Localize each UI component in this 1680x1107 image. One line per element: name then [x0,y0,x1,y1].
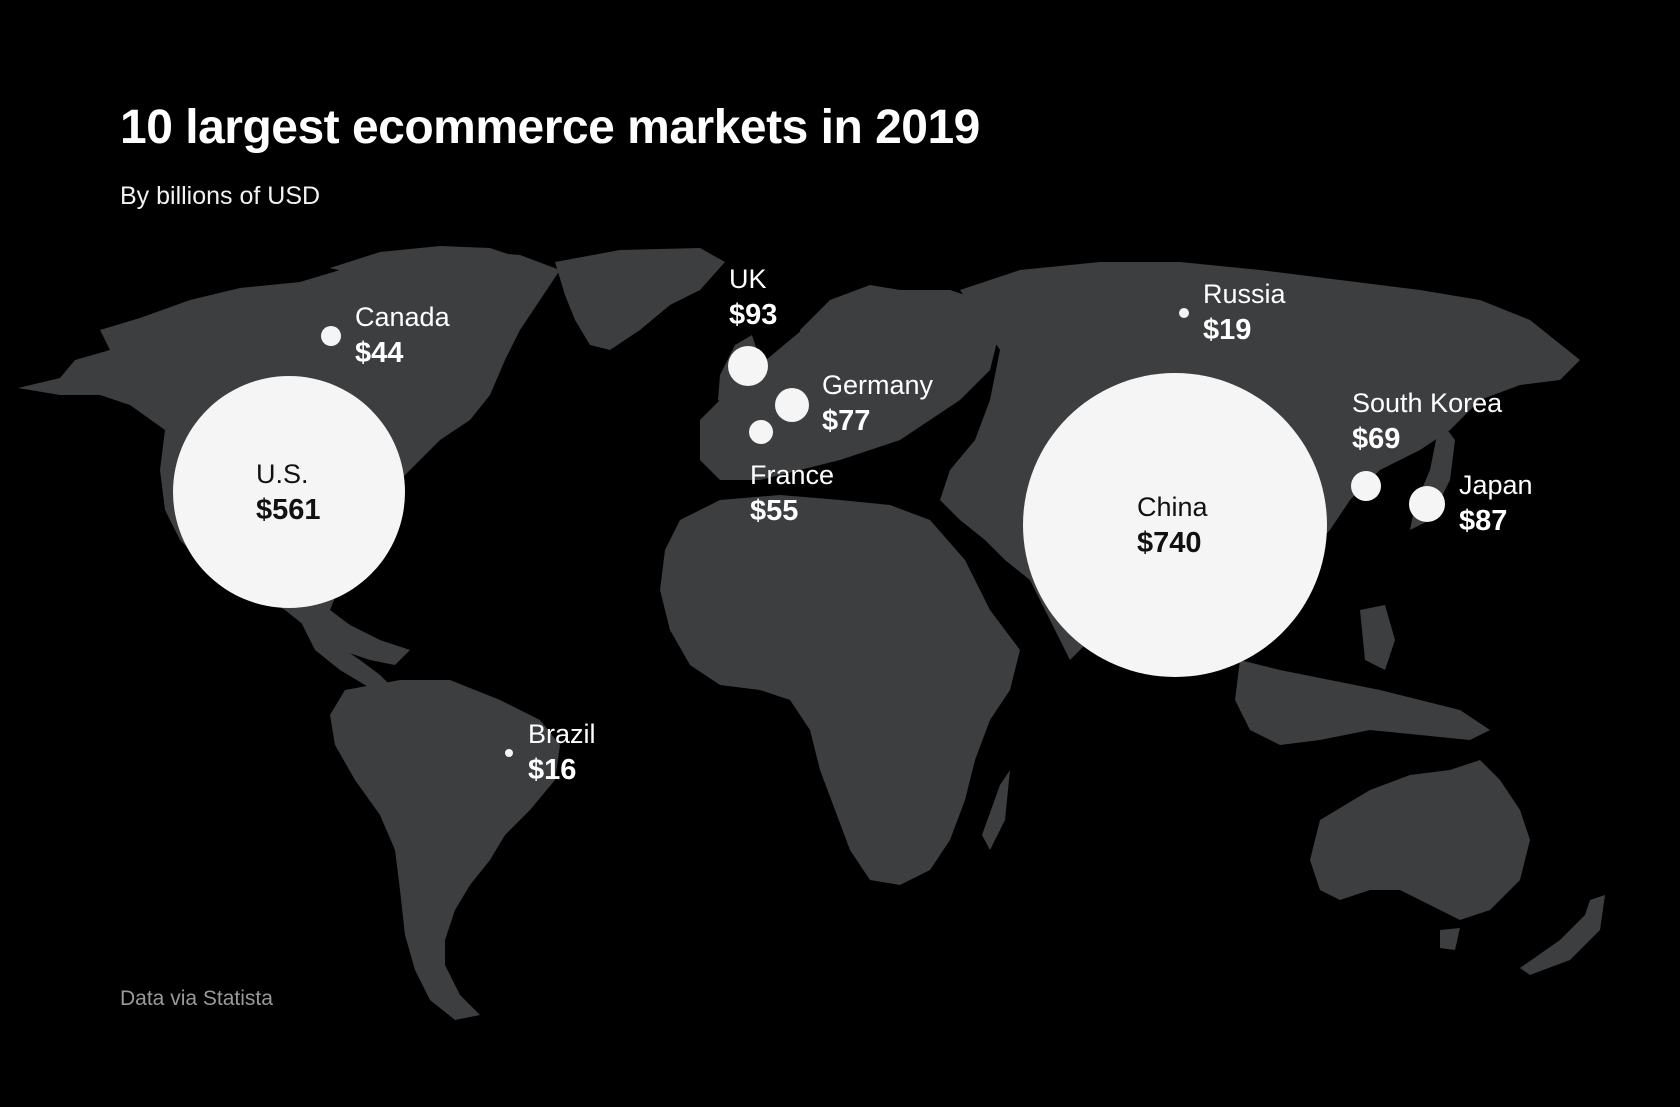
madagascar-landmass [982,770,1010,850]
label-uk: UK $93 [729,266,777,330]
data-source-note: Data via Statista [120,987,273,1010]
label-uk-value: $93 [729,299,778,331]
label-south-korea: South Korea $69 [1352,390,1502,454]
market-bubbles [173,308,1445,757]
label-germany-value: $77 [822,405,871,437]
label-brazil: Brazil $16 [528,721,596,785]
label-us-name: U.S. [256,459,309,489]
label-russia: Russia $19 [1203,281,1286,345]
tasmania-landmass [1440,928,1460,950]
label-us: U.S. $561 [256,461,321,525]
label-china-name: China [1137,492,1208,522]
label-south-korea-name: South Korea [1352,388,1503,418]
label-germany-name: Germany [822,370,934,400]
label-france-name: France [750,460,835,490]
label-france-value: $55 [750,495,799,527]
bubble-france[interactable] [749,420,773,444]
label-russia-name: Russia [1203,279,1286,309]
label-germany: Germany $77 [822,372,933,436]
central-america-landmass [300,620,395,695]
land-masses [18,246,1605,1020]
label-japan-value: $87 [1459,505,1508,537]
south-america-landmass [330,680,560,1020]
africa-landmass [660,495,1020,885]
label-canada-value: $44 [355,337,404,369]
bubble-germany[interactable] [775,388,809,422]
label-russia-value: $19 [1203,314,1252,346]
bubble-canada[interactable] [321,326,341,346]
label-us-value: $561 [256,494,321,526]
label-canada: Canada $44 [355,304,450,368]
new-zealand-landmass [1520,895,1605,975]
europe-landmass [700,290,1000,480]
chart-subtitle: By billions of USD [120,182,321,210]
label-china: China $740 [1137,494,1208,558]
chart-title: 10 largest ecommerce markets in 2019 [120,101,980,154]
bubble-japan[interactable] [1409,486,1445,522]
scandinavia-landmass [800,285,900,395]
label-brazil-name: Brazil [528,719,596,749]
label-uk-name: UK [729,264,767,294]
southeast-asia-islands-landmass [1235,660,1490,745]
label-japan: Japan $87 [1459,472,1533,536]
bubble-brazil[interactable] [505,749,513,757]
bubble-china[interactable] [1023,373,1327,677]
bubble-us[interactable] [173,376,405,608]
label-japan-name: Japan [1459,470,1533,500]
label-south-korea-value: $69 [1352,423,1401,455]
label-canada-name: Canada [355,302,450,332]
australia-landmass [1310,760,1530,920]
philippines-landmass [1360,605,1395,670]
label-china-value: $740 [1137,527,1202,559]
bubble-south-korea[interactable] [1351,471,1381,501]
label-brazil-value: $16 [528,754,577,786]
greenland-landmass [555,248,725,350]
bubble-russia[interactable] [1179,308,1189,318]
bubble-uk[interactable] [728,346,768,386]
label-france: France $55 [750,462,834,526]
arctic-islands-landmass [330,246,520,278]
